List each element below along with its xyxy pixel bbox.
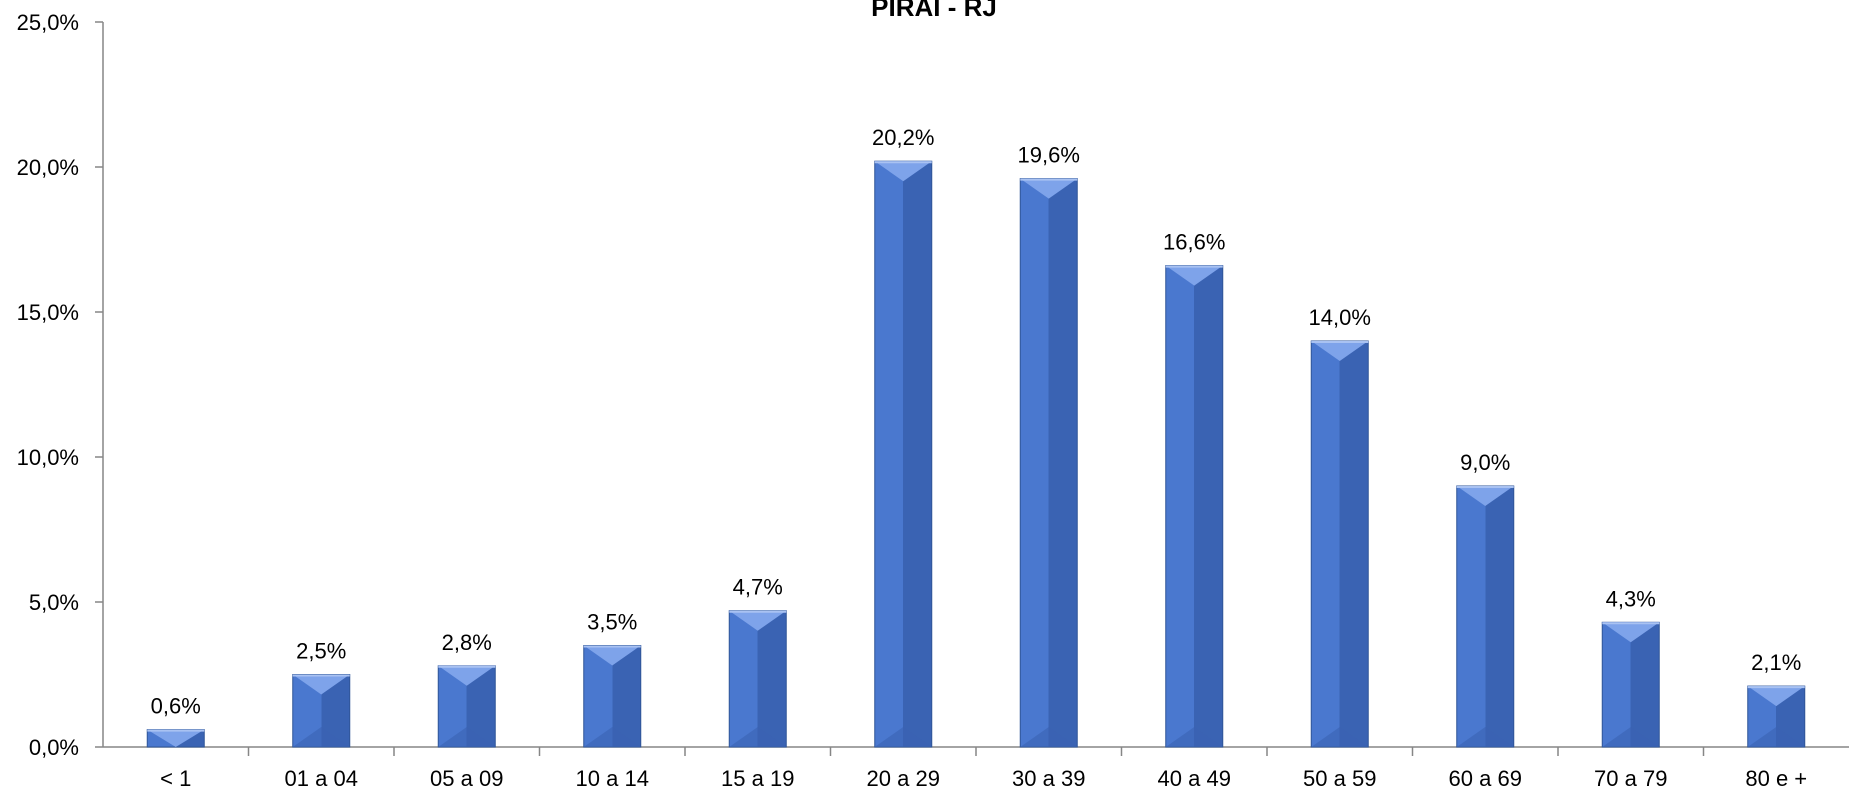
bar-top-bevel [1165,265,1223,286]
bar-bottom-bevel [1165,727,1223,747]
x-category-label: 15 a 19 [721,766,794,791]
bar-top-bevel [438,665,496,686]
x-category-label: 05 a 09 [430,766,503,791]
data-label: 20,2% [872,125,934,150]
bar-top-bevel [292,674,350,695]
bar [583,645,642,748]
bar-top-bevel [1311,341,1369,361]
bar-top-bevel [583,645,641,666]
data-label: 2,1% [1751,650,1801,675]
x-category-label: 80 e + [1745,766,1807,791]
bar-bottom-bevel [874,727,932,747]
x-category-label: 30 a 39 [1012,766,1085,791]
bar [874,160,933,748]
data-label: 16,6% [1163,230,1225,255]
data-labels-group: 0,6% 2,5% 2,8% 3,5% 4,7% 20,2% 19,6% 16,6% 14,0%… [151,125,1802,718]
bar-body [874,160,933,748]
bar-bottom-bevel [1456,727,1514,747]
bar-top-bevel [874,161,932,182]
bar-bottom-bevel [583,727,641,747]
bar-bottom-bevel [1747,727,1805,747]
y-tick-label: 10,0% [17,445,79,470]
bar-body [1456,485,1515,748]
data-label: 4,7% [733,575,783,600]
bar [292,674,351,748]
x-category-label: < 1 [160,766,191,791]
y-tick-label: 25,0% [17,10,79,35]
y-tick-label: 20,0% [17,155,79,180]
bar-bottom-bevel [1020,727,1078,747]
bar-bottom-bevel [1311,727,1369,747]
x-category-label: 50 a 59 [1303,766,1376,791]
data-label: 14,0% [1309,305,1371,330]
bar-body [1019,178,1078,748]
bar-top-bevel [1747,686,1805,707]
bar [1165,265,1224,748]
x-category-label: 10 a 14 [576,766,649,791]
bar-body [1165,265,1224,748]
x-category-label: 40 a 49 [1158,766,1231,791]
x-category-label: 01 a 04 [285,766,358,791]
bar-body [728,610,787,748]
data-label: 0,6% [151,694,201,719]
bar-top-bevel [729,610,787,631]
bar-top-bevel [1456,486,1514,506]
data-label: 2,5% [296,639,346,664]
data-label: 19,6% [1018,143,1080,168]
bars-group [146,160,1806,748]
bar [437,665,496,748]
y-tick-label: 5,0% [29,590,79,615]
bar-top-bevel [147,729,205,747]
bar-bottom-bevel [292,727,350,747]
bar-top-bevel [1602,622,1660,643]
data-label: 2,8% [442,630,492,655]
data-label: 3,5% [587,610,637,635]
bar [1310,340,1369,748]
data-label: 4,3% [1606,586,1656,611]
bar [1456,485,1515,748]
bar [1601,621,1660,748]
x-category-label: 60 a 69 [1449,766,1522,791]
y-tick-label: 0,0% [29,735,79,760]
bar-bottom-bevel [1602,727,1660,747]
bar [146,729,205,748]
bar [728,610,787,748]
x-axis: < 1 01 a 04 05 a 09 10 a 14 15 a 19 20 a 29 30… [103,746,1849,791]
y-tick-label: 15,0% [17,300,79,325]
bar-top-bevel [1020,178,1078,199]
bar-body [1310,340,1369,748]
data-label: 9,0% [1460,450,1510,475]
bar-bottom-bevel [729,727,787,747]
y-axis: 0,0% 5,0% 10,0% 15,0% 20,0% 25,0% [17,10,104,760]
x-category-label: 20 a 29 [867,766,940,791]
bar-bottom-bevel [438,727,496,747]
chart-title: PIRAÍ - RJ [871,0,997,22]
bar [1747,685,1806,748]
bar [1019,178,1078,748]
x-category-label: 70 a 79 [1594,766,1667,791]
